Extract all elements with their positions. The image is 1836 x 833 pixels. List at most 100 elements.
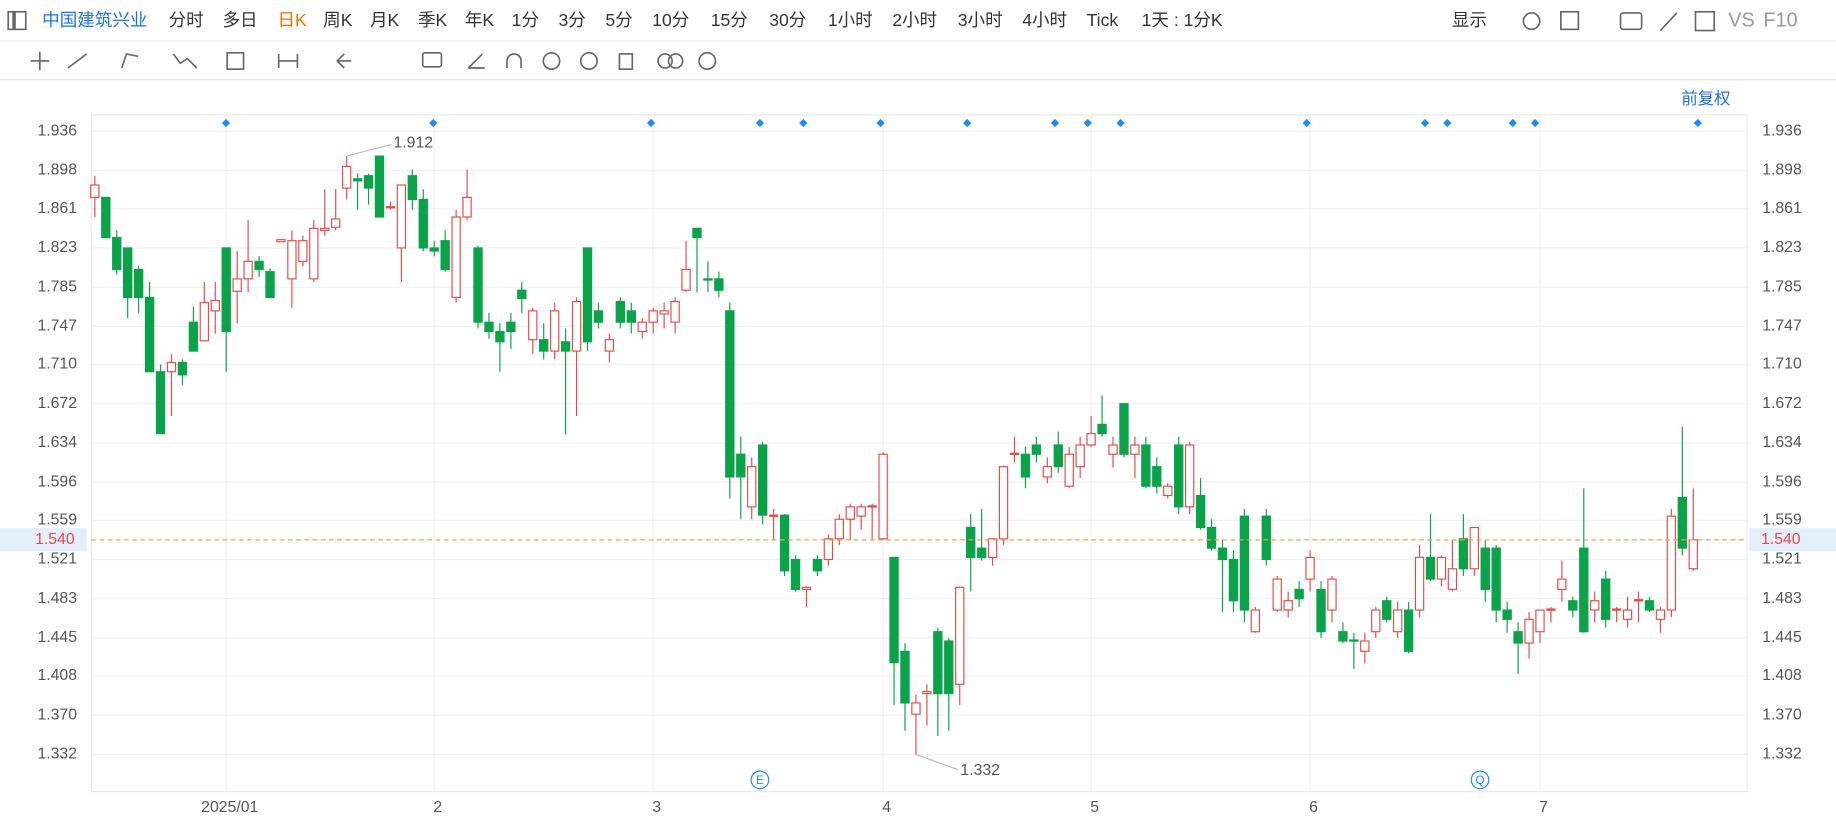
candle-body bbox=[1141, 444, 1151, 487]
period-tab[interactable]: 15分 bbox=[711, 10, 748, 30]
candle-body bbox=[790, 558, 801, 590]
tool-settings[interactable] bbox=[698, 51, 717, 70]
hide-tool[interactable] bbox=[579, 51, 598, 70]
y-tick-label: 1.672 bbox=[1762, 395, 1802, 412]
y-tick-label: 1.898 bbox=[1762, 162, 1802, 179]
y-tick-label: 1.898 bbox=[37, 162, 77, 179]
adjust[interactable]: 前复权 bbox=[1681, 90, 1730, 108]
y-tick-label: 1.936 bbox=[1762, 123, 1802, 140]
candle-body bbox=[1239, 515, 1250, 611]
fullscreen-icon[interactable] bbox=[1694, 10, 1716, 32]
move-tool[interactable] bbox=[30, 51, 50, 71]
line-tool[interactable] bbox=[67, 53, 88, 69]
compare-tool[interactable] bbox=[667, 53, 684, 69]
comment-tool[interactable] bbox=[421, 51, 443, 68]
settings-icon[interactable] bbox=[1522, 12, 1541, 31]
candle-body bbox=[801, 586, 812, 590]
candle-body bbox=[385, 206, 396, 209]
candle-body bbox=[112, 237, 122, 271]
y-tick-label: 1.483 bbox=[1762, 590, 1802, 607]
f10[interactable]: F10 bbox=[1763, 9, 1797, 31]
candle-body bbox=[320, 227, 330, 231]
vs[interactable]: VS bbox=[1728, 9, 1755, 31]
candle-body bbox=[1184, 444, 1195, 508]
x-tick-label: 6 bbox=[1309, 799, 1318, 816]
candle-body bbox=[911, 702, 921, 715]
period-tab[interactable]: 季K bbox=[418, 10, 448, 30]
layout-icon[interactable] bbox=[1560, 10, 1580, 31]
period-tab[interactable]: Tick bbox=[1087, 10, 1119, 30]
angle-tool[interactable] bbox=[467, 53, 485, 69]
delete-tool[interactable] bbox=[618, 53, 634, 70]
period-tab[interactable]: 5分 bbox=[605, 10, 632, 30]
candle-body bbox=[604, 339, 615, 352]
sidebar-toggle[interactable] bbox=[7, 10, 27, 31]
candle-body bbox=[1020, 453, 1031, 478]
y-tick-label: 1.408 bbox=[37, 667, 77, 684]
chart-tool[interactable] bbox=[226, 51, 245, 70]
y-tick-label: 1.370 bbox=[1762, 706, 1802, 723]
x-tick-label: 7 bbox=[1539, 799, 1548, 816]
interval[interactable]: 1天 : 1分K bbox=[1142, 10, 1223, 30]
period-tab[interactable]: 年K bbox=[465, 10, 495, 30]
candle-body bbox=[1371, 609, 1381, 633]
y-tick-label: 1.823 bbox=[1762, 239, 1802, 256]
arrow-tool[interactable] bbox=[336, 53, 352, 69]
y-tick-label: 1.747 bbox=[1762, 317, 1802, 334]
candle-body bbox=[1666, 515, 1677, 611]
candle-body bbox=[101, 196, 111, 239]
period-tab[interactable]: 3分 bbox=[559, 10, 586, 30]
y-tick-label: 1.747 bbox=[37, 317, 77, 334]
candle-body bbox=[1206, 526, 1217, 549]
period-tab[interactable]: 分时 bbox=[169, 10, 204, 30]
measure-tool[interactable] bbox=[277, 53, 299, 68]
candle-body bbox=[1283, 600, 1293, 611]
candle-body bbox=[287, 240, 297, 280]
last-price-label: 1.540 bbox=[35, 531, 75, 548]
period-tab[interactable]: 周K bbox=[323, 10, 353, 30]
candle-body bbox=[823, 538, 834, 561]
candle-body bbox=[1305, 556, 1315, 580]
candle-body bbox=[1272, 578, 1282, 611]
candle-body bbox=[1491, 547, 1501, 611]
low-pointer bbox=[915, 753, 959, 771]
period-tab[interactable]: 10分 bbox=[652, 10, 689, 30]
candle-body bbox=[243, 260, 253, 280]
pen-icon[interactable] bbox=[1659, 12, 1678, 32]
period-tab[interactable]: 多日 bbox=[222, 10, 257, 30]
compare-tool[interactable] bbox=[657, 53, 673, 69]
candle-body bbox=[757, 444, 768, 516]
period-tab[interactable]: 2小时 bbox=[892, 10, 937, 30]
period-tab[interactable]: 30分 bbox=[769, 10, 806, 30]
candle-body bbox=[856, 506, 866, 517]
period-tab[interactable]: 3小时 bbox=[958, 10, 1003, 30]
candle-body bbox=[659, 310, 669, 315]
period-tab[interactable]: 1小时 bbox=[828, 10, 873, 30]
magnet-tool[interactable] bbox=[506, 53, 522, 68]
lock-tool[interactable] bbox=[542, 51, 561, 70]
x-tick-label: 2025/01 bbox=[201, 799, 258, 816]
candle-body bbox=[1655, 609, 1666, 620]
candle-body bbox=[1163, 485, 1173, 497]
wave-tool[interactable] bbox=[172, 53, 198, 69]
candle-body bbox=[1250, 609, 1261, 633]
candle-body bbox=[1031, 444, 1042, 455]
candle-body bbox=[188, 321, 199, 352]
period-tab[interactable]: 日K bbox=[278, 10, 308, 30]
period-tab[interactable]: 月K bbox=[370, 10, 400, 30]
candle-body bbox=[1360, 640, 1370, 652]
period-tab[interactable]: 4小时 bbox=[1022, 10, 1067, 30]
price-chart: 1.936 1.936 1.898 1.898 1.861 1.861 1.823 1.823… bbox=[0, 114, 1836, 816]
poly-tool[interactable] bbox=[120, 52, 139, 69]
candle-body bbox=[648, 310, 658, 323]
candle-body bbox=[1086, 433, 1096, 446]
candle-body bbox=[221, 247, 231, 333]
camera-icon[interactable] bbox=[1619, 12, 1643, 31]
candle-body bbox=[1064, 453, 1074, 487]
symbol[interactable]: 中国建筑兴业 bbox=[42, 10, 147, 30]
candle-body bbox=[1261, 515, 1271, 561]
candle-body bbox=[1392, 609, 1403, 633]
period-tab[interactable]: 1分 bbox=[512, 10, 539, 30]
display-menu[interactable]: 显示 bbox=[1452, 10, 1487, 30]
candle-body bbox=[1546, 608, 1556, 611]
